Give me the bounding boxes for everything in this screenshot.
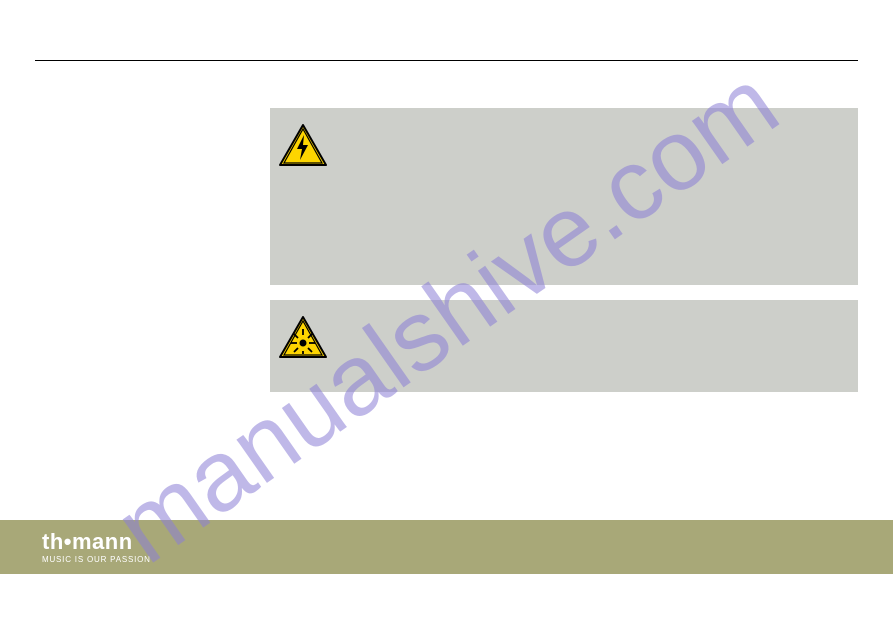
divider — [35, 60, 858, 61]
optical-radiation-icon — [278, 315, 328, 361]
warning-box-optical — [270, 300, 858, 392]
footer: th•mann MUSIC IS OUR PASSION — [0, 520, 893, 574]
page-content — [35, 60, 858, 61]
brand-logo: th•mann MUSIC IS OUR PASSION — [42, 531, 151, 564]
electric-hazard-icon — [278, 123, 328, 169]
warning-box-electrical — [270, 108, 858, 285]
logo-main: th•mann — [42, 531, 151, 553]
logo-tagline: MUSIC IS OUR PASSION — [42, 555, 151, 564]
